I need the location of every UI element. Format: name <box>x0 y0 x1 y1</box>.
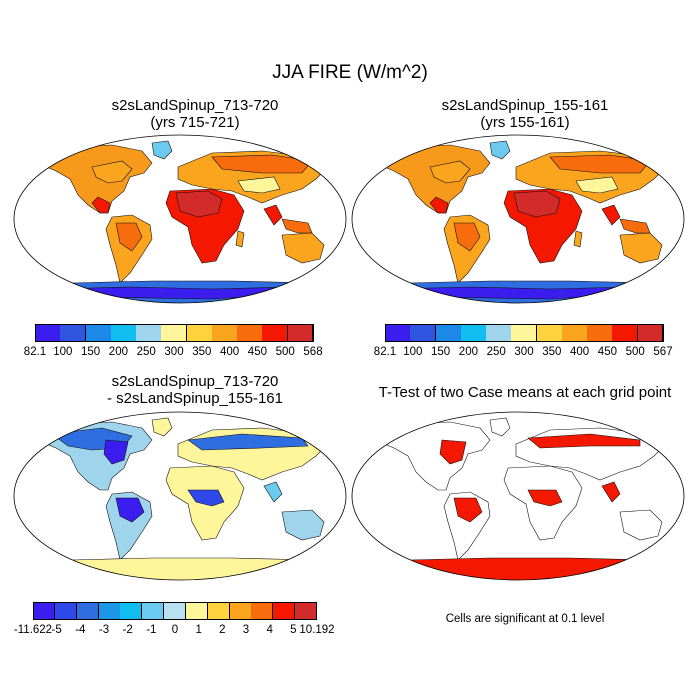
colorbar-label: 500 <box>625 346 645 358</box>
colorbar-swatch <box>120 602 143 620</box>
colorbar-label: 200 <box>458 346 478 358</box>
panel-3-title: s2sLandSpinup_713-720- s2sLandSpinup_155… <box>107 373 283 407</box>
colorbar-label: 0 <box>171 624 179 636</box>
colorbar-swatch <box>33 602 55 620</box>
colorbar-label: 350 <box>542 346 562 358</box>
colorbar-label: 4 <box>266 624 273 636</box>
map-panel-2 <box>351 134 685 304</box>
map-panel-4 <box>351 411 685 581</box>
colorbar-swatch <box>98 602 121 620</box>
colorbar-swatch <box>54 602 77 620</box>
colorbar-swatch <box>287 324 314 342</box>
colorbar-label: -1 <box>146 624 157 636</box>
colorbar-swatch <box>164 602 187 620</box>
colorbar-label: 450 <box>597 346 617 358</box>
colorbar-swatch <box>251 602 274 620</box>
colorbar-label: -2 <box>122 624 133 636</box>
colorbar-label: 350 <box>192 346 212 358</box>
significance-note: Cells are significant at 0.1 level <box>445 613 605 625</box>
colorbar-swatch <box>185 602 208 620</box>
colorbar-label: 100 <box>403 346 423 358</box>
panel-4-title: T-Test of two Case means at each grid po… <box>378 384 672 401</box>
panel-2-title: s2sLandSpinup_155-161 (yrs 155-161) <box>441 97 609 131</box>
colorbar-label: 400 <box>220 346 240 358</box>
colorbar-swatch <box>273 602 296 620</box>
colorbar-swatch <box>229 602 252 620</box>
colorbar-label: 567 <box>653 346 673 358</box>
colorbar-label: 1 <box>195 624 202 636</box>
colorbar-label: 250 <box>136 346 156 358</box>
colorbar-label: 150 <box>81 346 101 358</box>
colorbar-swatch <box>76 602 99 620</box>
colorbar-label: 300 <box>164 346 184 358</box>
colorbar-label: 500 <box>275 346 295 358</box>
colorbar-label: 450 <box>247 346 267 358</box>
colorbar-label: 10.192 <box>299 624 335 636</box>
colorbar-label: 150 <box>431 346 451 358</box>
colorbar-label: 250 <box>486 346 506 358</box>
figure-title: JJA FIRE (W/m^2) <box>272 62 428 83</box>
colorbar-label: -11.622 <box>13 624 53 636</box>
map-panel-1 <box>13 134 347 304</box>
colorbar-swatch <box>637 324 664 342</box>
colorbar-label: -3 <box>98 624 110 636</box>
colorbar-label: 568 <box>303 346 323 358</box>
colorbar-label: 3 <box>242 624 250 636</box>
colorbar-label: 2 <box>219 624 226 636</box>
colorbar-label: 5 <box>290 624 297 636</box>
panel-1-title: s2sLandSpinup_713-720 (yrs 715-721) <box>111 97 279 131</box>
colorbar-label: 200 <box>108 346 128 358</box>
colorbar-swatch <box>142 602 165 620</box>
colorbar-label: 400 <box>570 346 590 358</box>
colorbar-swatch <box>207 602 230 620</box>
map-panel-3 <box>13 411 347 581</box>
colorbar-label: -4 <box>75 624 86 636</box>
colorbar-label: -5 <box>51 624 62 636</box>
colorbar-label: 82.1 <box>373 346 397 358</box>
colorbar-label: 300 <box>514 346 534 358</box>
colorbar-label: 100 <box>53 346 73 358</box>
colorbar-label: 82.1 <box>23 346 47 358</box>
